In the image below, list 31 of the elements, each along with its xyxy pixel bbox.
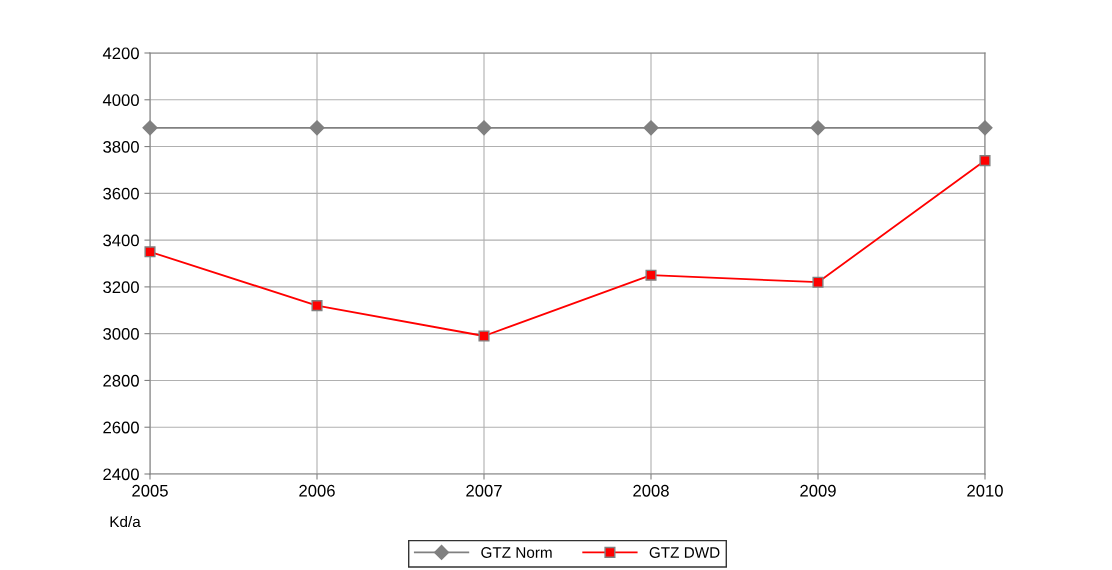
point: [977, 120, 993, 136]
point: [476, 120, 492, 136]
point: [810, 120, 826, 136]
point: [311, 300, 323, 312]
x-tick-label: 2009: [800, 484, 836, 497]
y-tick-label: 3200: [103, 281, 139, 294]
x-tick-label: 2007: [466, 484, 502, 497]
point: [645, 269, 657, 281]
point: [478, 330, 490, 342]
x-tick-label: 2005: [132, 484, 168, 497]
x-tick-label: 2008: [633, 484, 669, 497]
y-tick-label: 4200: [102, 47, 139, 60]
legend-label: GTZ Norm: [481, 547, 552, 558]
y-axis-title: Kd/a: [110, 515, 141, 528]
y-tick-label: 3800: [103, 140, 139, 153]
y-tick-label: 2400: [103, 468, 139, 481]
y-tick-label: 3000: [103, 328, 139, 340]
y-tick-label: 3600: [103, 187, 139, 200]
y-tick-label: 2600: [103, 421, 139, 434]
x-tick-label: 2006: [299, 484, 335, 497]
y-tick-label: 4000: [102, 94, 139, 106]
point: [144, 246, 156, 258]
point: [979, 155, 991, 167]
point: [812, 276, 824, 288]
point: [142, 120, 158, 136]
y-tick-label: 3400: [103, 234, 139, 247]
legend-label: GTZ DWD: [649, 547, 720, 558]
point: [643, 120, 659, 136]
point: [309, 120, 325, 136]
x-tick-label: 2010: [967, 484, 1003, 497]
y-tick-label: 2800: [103, 374, 139, 387]
